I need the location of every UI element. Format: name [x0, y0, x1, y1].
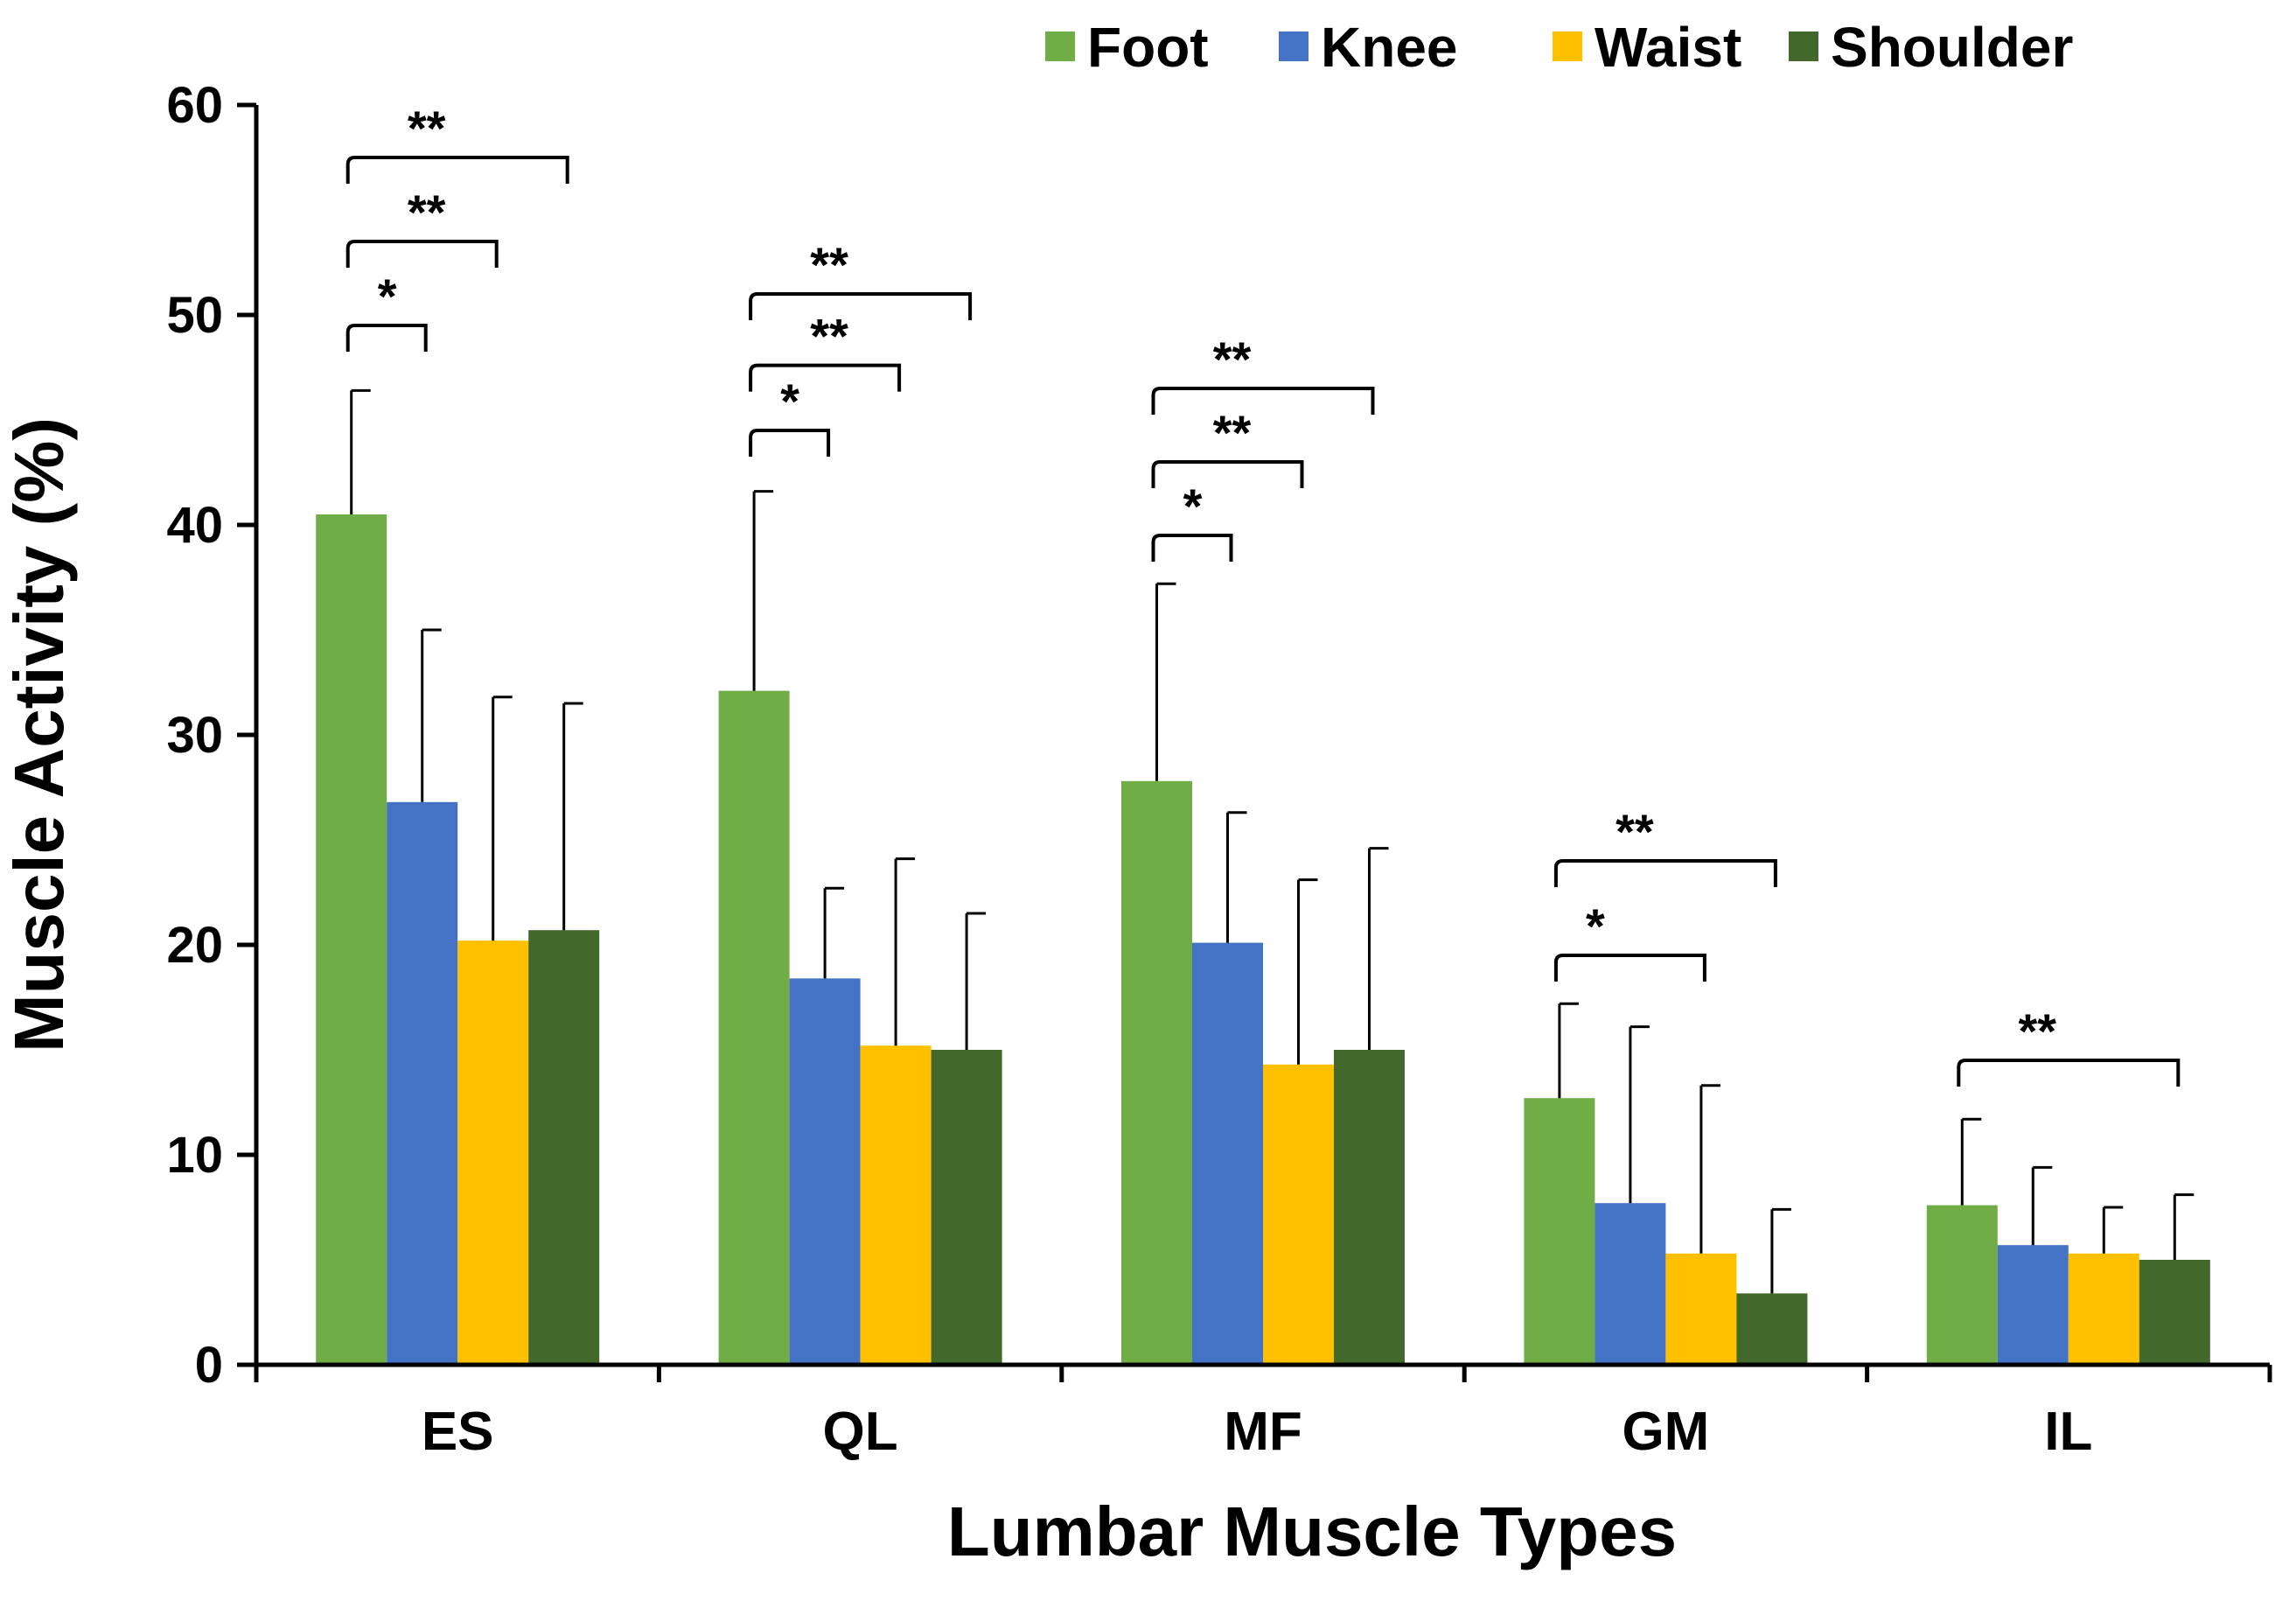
y-axis-title: Muscle Activity (%) [0, 417, 78, 1052]
significance-bracket [1553, 859, 1777, 887]
legend-label-waist: Waist [1595, 16, 1741, 79]
bars-layer [316, 514, 2210, 1365]
bar-il-foot [1926, 1205, 1998, 1365]
significance-bracket [1151, 534, 1233, 562]
bar-mf-waist [1263, 1064, 1334, 1365]
bar-gm-foot [1524, 1098, 1595, 1365]
bar-es-knee [387, 801, 458, 1365]
significance-marker: * [780, 374, 799, 429]
legend-label-foot: Foot [1087, 16, 1209, 79]
significance-bracket [345, 240, 499, 268]
bar-es-waist [457, 940, 529, 1365]
significance-layer: ******************** [345, 101, 2181, 1087]
bar-mf-knee [1192, 942, 1263, 1365]
significance-bracket [1151, 387, 1375, 415]
significance-marker: ** [1213, 405, 1252, 460]
significance-bracket [1553, 954, 1706, 982]
significance-bracket [345, 156, 569, 184]
y-tick-label: 0 [195, 1337, 223, 1394]
significance-bracket [749, 292, 973, 320]
significance-bracket [1957, 1059, 2181, 1087]
legend-swatch-waist [1553, 31, 1582, 61]
significance-bracket [749, 363, 902, 392]
bar-il-shoulder [2139, 1260, 2210, 1365]
bar-gm-knee [1595, 1203, 1666, 1365]
bar-gm-shoulder [1736, 1293, 1808, 1365]
significance-marker: ** [810, 309, 848, 364]
bar-il-knee [1997, 1245, 2069, 1365]
x-tick-label-gm: GM [1622, 1402, 1709, 1462]
axes-layer: 0 10 20 30 40 50 60 ES QL MF GM IL [166, 77, 2272, 1462]
x-tick-label-es: ES [422, 1402, 494, 1462]
bar-mf-foot [1121, 780, 1192, 1365]
significance-marker: * [1183, 479, 1203, 534]
bar-gm-waist [1665, 1253, 1737, 1365]
significance-marker: ** [2019, 1003, 2057, 1059]
bar-mf-shoulder [1334, 1050, 1405, 1365]
bar-es-shoulder [528, 930, 600, 1365]
significance-marker: ** [408, 185, 446, 240]
significance-bracket [345, 324, 428, 352]
significance-marker: ** [408, 101, 446, 156]
legend: Foot Knee Waist Shoulder [1045, 16, 2073, 79]
significance-marker: ** [1213, 332, 1252, 387]
legend-swatch-shoulder [1789, 31, 1818, 61]
x-tick-label-mf: MF [1224, 1402, 1302, 1462]
error-bars-layer [350, 388, 2195, 1294]
y-tick-label: 50 [166, 287, 223, 344]
bar-ql-shoulder [931, 1050, 1002, 1365]
x-axis-title: Lumbar Muscle Types [947, 1493, 1677, 1570]
y-tick-label: 20 [166, 917, 223, 974]
y-tick-label: 40 [166, 497, 223, 554]
significance-marker: ** [1616, 804, 1654, 859]
bar-ql-knee [789, 978, 861, 1365]
x-tick-label-ql: QL [823, 1402, 898, 1462]
legend-label-shoulder: Shoulder [1831, 16, 2073, 79]
y-tick-label: 60 [166, 77, 223, 134]
y-tick-label: 30 [166, 707, 223, 764]
significance-marker: * [1586, 898, 1605, 954]
legend-swatch-foot [1045, 31, 1075, 61]
significance-bracket [1151, 460, 1304, 488]
bar-ql-foot [718, 690, 790, 1365]
significance-bracket [749, 429, 831, 457]
legend-swatch-knee [1279, 31, 1309, 61]
bar-es-foot [316, 514, 387, 1365]
bar-il-waist [2068, 1253, 2139, 1365]
bar-ql-waist [860, 1045, 932, 1365]
x-tick-label-il: IL [2044, 1402, 2092, 1462]
y-tick-label: 10 [166, 1127, 223, 1184]
significance-marker: * [378, 269, 397, 324]
legend-label-knee: Knee [1321, 16, 1458, 79]
significance-marker: ** [810, 237, 848, 292]
